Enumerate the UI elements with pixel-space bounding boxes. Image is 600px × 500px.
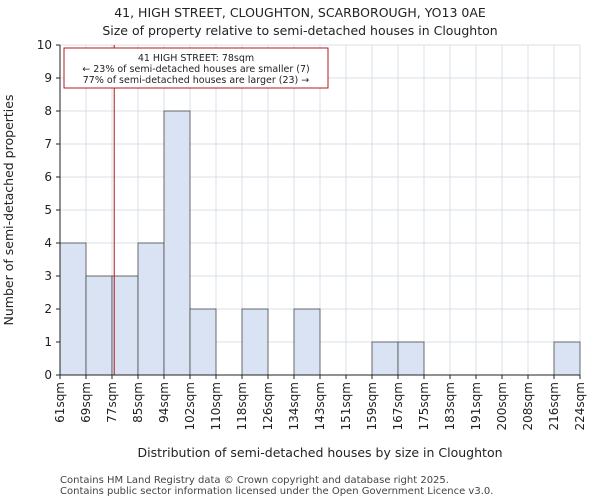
x-tick-label: 134sqm [287, 382, 301, 430]
y-tick-label: 8 [44, 104, 52, 118]
x-tick-label: 110sqm [209, 382, 223, 430]
x-tick-label: 151sqm [339, 382, 353, 430]
x-tick-label: 126sqm [261, 382, 275, 430]
annotation-line-3: 77% of semi-detached houses are larger (… [83, 75, 310, 86]
x-tick-label: 167sqm [391, 382, 405, 430]
x-tick-label: 208sqm [521, 382, 535, 430]
x-ticks: 61sqm 69sqm 77sqm 85sqm 94sqm 102sqm 110sqm 118… [53, 375, 587, 430]
bar-85sqm [137, 242, 165, 376]
x-tick-label: 216sqm [547, 382, 561, 430]
bar-216sqm [553, 341, 581, 376]
x-tick-label: 77sqm [105, 382, 119, 423]
y-tick-label: 10 [37, 38, 52, 52]
y-tick-label: 9 [44, 71, 52, 85]
bar-159sqm [371, 341, 399, 376]
y-tick-label: 1 [44, 335, 52, 349]
x-tick-label: 102sqm [183, 382, 197, 430]
x-tick-label: 118sqm [235, 382, 249, 430]
y-tick-label: 6 [44, 170, 52, 184]
y-tick-label: 5 [44, 203, 52, 217]
x-tick-label: 175sqm [417, 382, 431, 430]
bar-134sqm [293, 308, 321, 376]
chart-subtitle: Size of property relative to semi-detach… [102, 23, 497, 38]
bar-61sqm [59, 242, 87, 376]
footer-line-2: Contains public sector information licen… [60, 486, 493, 497]
x-tick-label: 224sqm [573, 382, 587, 430]
x-tick-label: 85sqm [131, 382, 145, 423]
bar-77sqm [111, 275, 139, 376]
y-tick-label: 4 [44, 236, 52, 250]
x-tick-label: 94sqm [157, 382, 171, 423]
x-tick-label: 191sqm [469, 382, 483, 430]
property-annotation: 41 HIGH STREET: 78sqm ← 23% of semi-deta… [63, 47, 329, 89]
annotation-box [63, 47, 329, 89]
footer-line-1: Contains HM Land Registry data © Crown c… [60, 475, 449, 486]
annotation-line-1: 41 HIGH STREET: 78sqm [138, 53, 254, 64]
x-axis-label: Distribution of semi-detached houses by … [137, 445, 502, 460]
bar-102sqm [189, 308, 217, 376]
annotation-line-2: ← 23% of semi-detached houses are smalle… [82, 64, 310, 75]
bar-118sqm [241, 308, 269, 376]
y-tick-label: 2 [44, 302, 52, 316]
x-tick-label: 200sqm [495, 382, 509, 430]
y-axis-label: Number of semi-detached properties [1, 95, 16, 326]
bars [59, 110, 581, 376]
bar-94sqm [163, 110, 191, 376]
y-ticks: 0 1 2 3 4 5 6 7 8 9 10 [37, 38, 60, 382]
chart-title: 41, HIGH STREET, CLOUGHTON, SCARBOROUGH,… [114, 5, 486, 20]
y-tick-label: 0 [44, 368, 52, 382]
y-tick-label: 7 [44, 137, 52, 151]
bar-69sqm [85, 275, 113, 376]
bar-167sqm [397, 341, 425, 376]
x-tick-label: 69sqm [79, 382, 93, 423]
y-tick-label: 3 [44, 269, 52, 283]
x-tick-label: 183sqm [443, 382, 457, 430]
x-tick-label: 61sqm [53, 382, 67, 423]
x-tick-label: 159sqm [365, 382, 379, 430]
x-tick-label: 143sqm [313, 382, 327, 430]
